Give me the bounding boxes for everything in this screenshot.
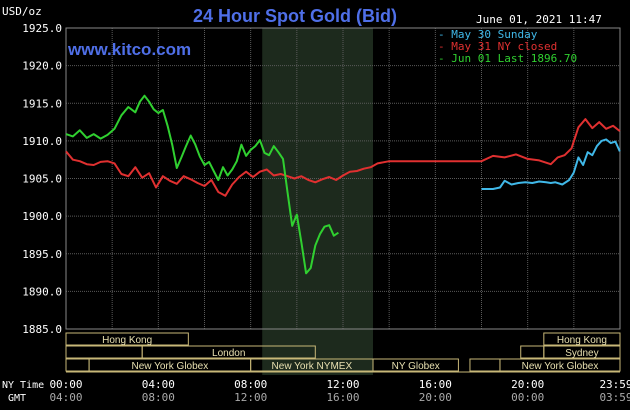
plot-frame [65, 27, 621, 330]
session-label: London [212, 348, 245, 359]
ny-time-row-label: NY Time [2, 380, 44, 391]
legend-item: - Jun 01 Last 1896.70 [438, 52, 577, 65]
session-label: Hong Kong [557, 335, 607, 346]
session-label: Hong Kong [102, 335, 152, 346]
series-line-0 [481, 138, 621, 190]
x-tick-label-gmt: 03:59 [599, 391, 630, 404]
session-label: New York NYMEX [272, 361, 353, 372]
x-tick-label-ny: 23:59 [599, 378, 630, 391]
x-tick-label-gmt: 00:00 [511, 391, 544, 404]
y-tick-label: 1905.0 [22, 173, 62, 186]
y-tick-label: 1910.0 [22, 135, 62, 148]
session-box [499, 358, 621, 372]
trading-sessions: Hong Kong Hong Kong London Sydney New York G… [65, 332, 621, 373]
grid-lines [65, 27, 621, 330]
x-tick-label-ny: 00:00 [49, 378, 82, 391]
y-tick-label: 1925.0 [22, 22, 62, 35]
watermark-kitco: www.kitco.com [67, 40, 191, 59]
x-tick-label-ny: 20:00 [511, 378, 544, 391]
x-tick-label-gmt: 08:00 [142, 391, 175, 404]
session-label: New York Globex [132, 361, 209, 372]
legend-item: - May 30 Sunday [438, 28, 538, 41]
session-box [372, 358, 459, 372]
x-tick-label-ny: 08:00 [234, 378, 267, 391]
timestamp: June 01, 2021 11:47 [476, 13, 602, 26]
y-tick-label: 1895.0 [22, 248, 62, 261]
x-tick-label-gmt: 16:00 [326, 391, 359, 404]
x-tick-label-gmt: 04:00 [49, 391, 82, 404]
y-tick-label: 1890.0 [22, 285, 62, 298]
session-label: New York Globex [522, 361, 599, 372]
x-tick-label-ny: 04:00 [142, 378, 175, 391]
y-tick-label: 1885.0 [22, 323, 62, 336]
price-series [65, 94, 621, 275]
session-box [543, 332, 621, 346]
x-tick-label-ny: 16:00 [419, 378, 452, 391]
y-tick-label: 1915.0 [22, 97, 62, 110]
x-axis-ticks: 00:00 04:00 08:00 12:00 16:00 20:00 23:5904:00… [49, 378, 630, 404]
y-tick-label: 1920.0 [22, 60, 62, 73]
legend: - May 30 Sunday- May 31 NY closed- Jun 0… [438, 28, 577, 65]
chart-title: 24 Hour Spot Gold (Bid) [193, 6, 397, 26]
gmt-row-label: GMT [8, 393, 26, 404]
session-box [543, 345, 621, 359]
ny-session-shade [262, 28, 374, 375]
session-label: NY Globex [392, 361, 440, 372]
legend-item: - May 31 NY closed [438, 40, 557, 53]
series-line-1 [65, 118, 621, 197]
unit-label: USD/oz [2, 5, 42, 18]
session-box [141, 345, 316, 359]
x-tick-label-gmt: 20:00 [419, 391, 452, 404]
series-line-2 [65, 94, 339, 275]
session-label: Sydney [565, 348, 598, 359]
x-tick-label-ny: 12:00 [326, 378, 359, 391]
y-axis-ticks: 1925.0 1920.0 1915.0 1910.0 1905.0 1900.0 1895… [22, 22, 62, 336]
x-tick-label-gmt: 12:00 [234, 391, 267, 404]
y-tick-label: 1900.0 [22, 210, 62, 223]
session-box [65, 332, 189, 346]
